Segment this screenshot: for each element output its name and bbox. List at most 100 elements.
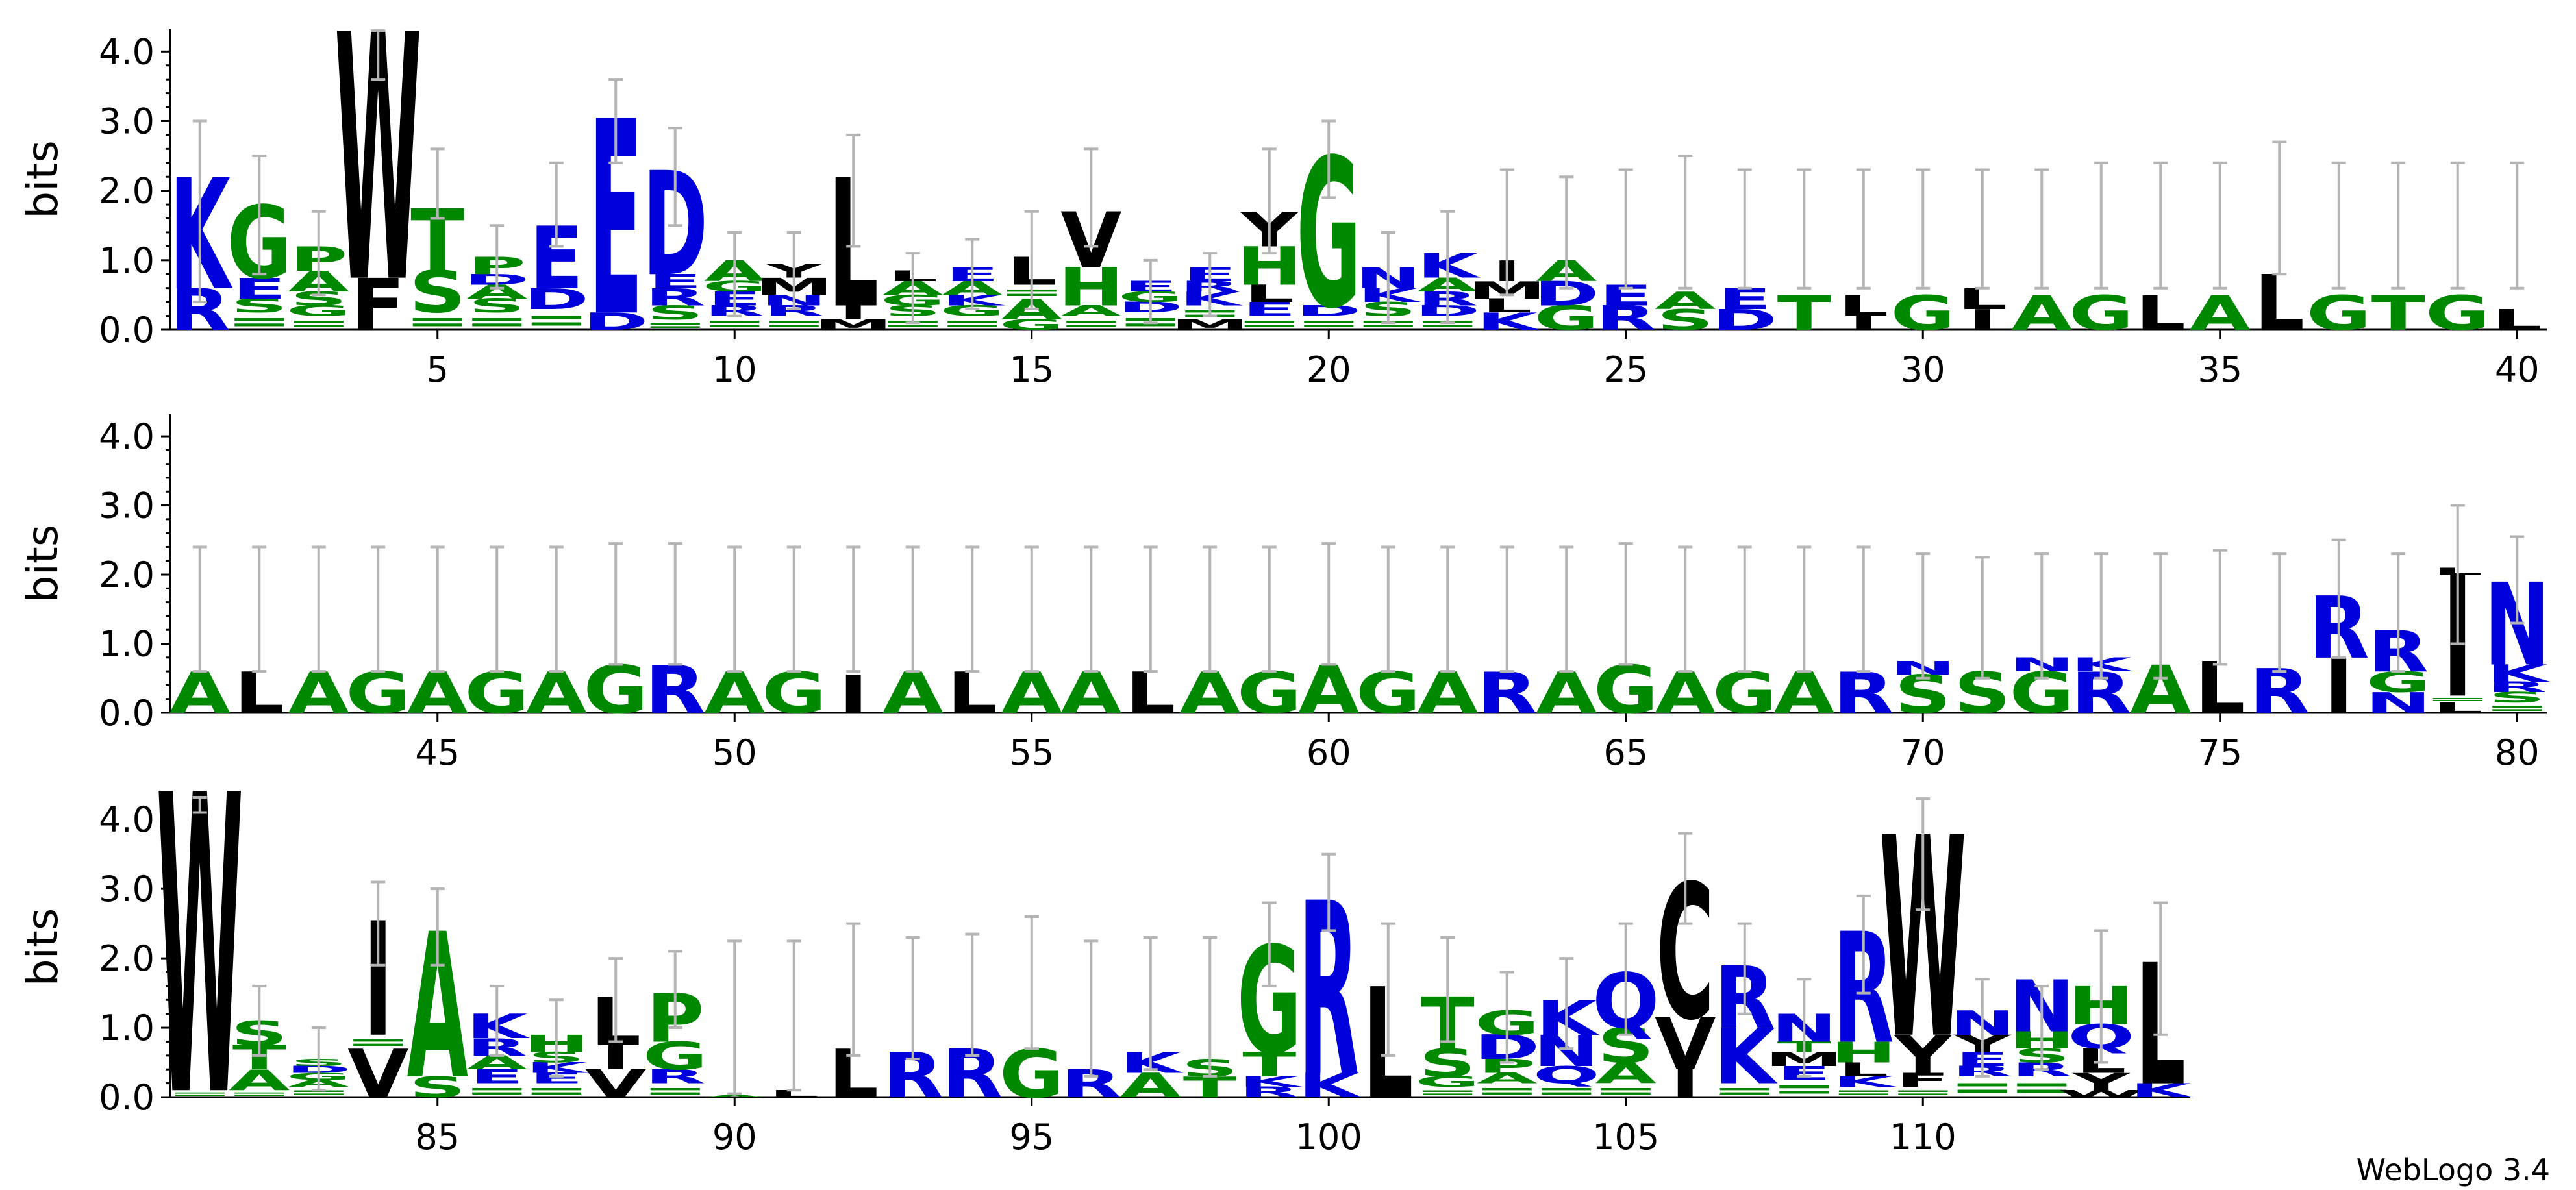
logo-column-84: V=I: [345, 880, 411, 1113]
y-tick-label: 0.0: [99, 310, 155, 351]
y-tick-label: 2.0: [99, 554, 155, 595]
logo-letter-2-0: =: [226, 308, 292, 336]
x-tick-label: 15: [1009, 349, 1054, 390]
x-tick-label: 30: [1901, 349, 1945, 390]
x-tick-label: 80: [2495, 732, 2540, 773]
logo-column-66: A: [1655, 545, 1716, 726]
logo-letter-4-0: F: [351, 264, 405, 347]
logo-letter-88-1: I: [601, 1038, 631, 1077]
logo-column-50: A: [704, 545, 765, 726]
logo-column-106: IVC: [1655, 832, 1716, 1106]
x-tick-label: 60: [1307, 732, 1351, 773]
x-tick-label: 10: [712, 349, 757, 390]
logo-letter-82-0: =: [226, 1089, 292, 1100]
logo-letter-26-1: A: [1655, 287, 1716, 315]
logo-letter-7-0: =: [523, 303, 590, 337]
logo-letter-86-4: K: [466, 1007, 531, 1046]
logo-letter-14-2: K: [942, 292, 1006, 309]
logo-column-94: R: [942, 932, 1003, 1113]
logo-letter-105-0: =: [1593, 1080, 1659, 1102]
y-tick-label: 0.0: [99, 1077, 155, 1118]
logo-letter-113-0: W: [2058, 1089, 2145, 1100]
logo-letter-87-0: =: [523, 1080, 590, 1102]
logo-letter-9-1: S: [647, 302, 704, 324]
logo-column-59: G: [1237, 545, 1302, 726]
logo-column-27: DE: [1712, 168, 1777, 337]
logo-column-62: A: [1417, 545, 1478, 726]
logo-letter-35-0: A: [2190, 286, 2251, 341]
logo-letter-103-1: A: [1477, 1070, 1538, 1087]
logo-letter-104-1: Q: [1533, 1061, 1600, 1089]
logo-column-1: RK: [169, 119, 233, 344]
y-tick-label: 1.0: [99, 240, 155, 281]
logo-letter-110-0: =: [1890, 1084, 1956, 1101]
logo-letter-26-0: S: [1657, 303, 1714, 337]
logo-column-105: =ASQ: [1592, 922, 1659, 1102]
logo-column-42: L: [234, 545, 284, 726]
logo-letter-113-1: Y: [2071, 1069, 2131, 1096]
logo-letter-3-0: =: [286, 312, 352, 334]
logo-letter-30-0: G: [1890, 286, 1955, 341]
logo-column-51: G: [762, 545, 827, 726]
logo-letter-105-1: A: [1595, 1057, 1657, 1090]
logo-column-48: G: [583, 542, 648, 729]
y-tick-label: 4.0: [99, 31, 155, 72]
logo-column-33: G: [2069, 161, 2134, 341]
logo-column-98: TS: [1181, 936, 1238, 1104]
logo-letter-29-0: I: [1849, 312, 1878, 334]
logo-letter-90-0: A: [704, 1095, 766, 1098]
logo-letter-100-0: K: [1298, 1066, 1362, 1105]
logo-letter-114-0: K: [2130, 1080, 2194, 1102]
logo-letter-18-2: K: [1179, 288, 1244, 310]
x-tick-label: 85: [415, 1117, 460, 1158]
logo-letter-11-0: =: [761, 312, 827, 334]
logo-letter-23-1: L: [1482, 295, 1532, 317]
logo-column-82: =ATS: [226, 984, 292, 1100]
x-tick-label: 55: [1009, 732, 1054, 773]
logo-column-97: AK: [1120, 936, 1184, 1105]
logo-letter-81-0: =: [167, 1089, 233, 1100]
x-tick-label: 105: [1592, 1117, 1659, 1158]
logo-column-35: A: [2190, 161, 2251, 341]
logo-letter-80-2: R: [2486, 679, 2547, 696]
logo-letter-6-0: =: [464, 308, 530, 336]
logo-letter-102-2: S: [1419, 1041, 1476, 1085]
logo-letter-32-0: A: [2011, 286, 2072, 341]
logo-letter-21-2: K: [1358, 284, 1422, 306]
logo-column-37: G: [2307, 161, 2371, 341]
logo-column-20: =DG: [1295, 116, 1362, 354]
logo-column-71: S: [1954, 556, 2011, 726]
y-tick-label: 0.0: [99, 693, 155, 734]
logo-column-70: SN: [1890, 552, 1956, 725]
logo-letter-89-1: R: [645, 1065, 706, 1087]
logo-letter-109-0: =: [1831, 1084, 1897, 1101]
y-tick-label: 1.0: [99, 1008, 155, 1048]
logo-letter-19-0: =: [1236, 312, 1303, 334]
logo-letter-2-2: E: [232, 272, 286, 306]
logo-column-60: A: [1298, 542, 1359, 729]
logo-letter-86-0: =: [464, 1080, 530, 1102]
logo-column-53: A: [882, 545, 944, 726]
x-axis-panel-3: 85 90 95 100 105 110: [170, 1096, 2190, 1158]
logo-letter-103-0: =: [1474, 1080, 1540, 1102]
logo-letter-89-0: =: [642, 1080, 708, 1102]
logo-letter-91-0: L: [769, 1089, 819, 1100]
logo-column-100: KR: [1298, 852, 1362, 1130]
logo-column-38: T: [2371, 161, 2425, 341]
x-tick-label: 75: [2197, 732, 2242, 773]
logo-letter-107-0: =: [1712, 1080, 1778, 1102]
logo-letter-34-0: L: [2136, 286, 2186, 341]
logo-column-28: T: [1777, 168, 1831, 341]
y-tick-label: 3.0: [99, 869, 155, 910]
logo-letter-85-0: S: [409, 1071, 466, 1104]
logo-column-74: A: [2130, 552, 2191, 729]
logo-column-30: G: [1890, 168, 1955, 341]
